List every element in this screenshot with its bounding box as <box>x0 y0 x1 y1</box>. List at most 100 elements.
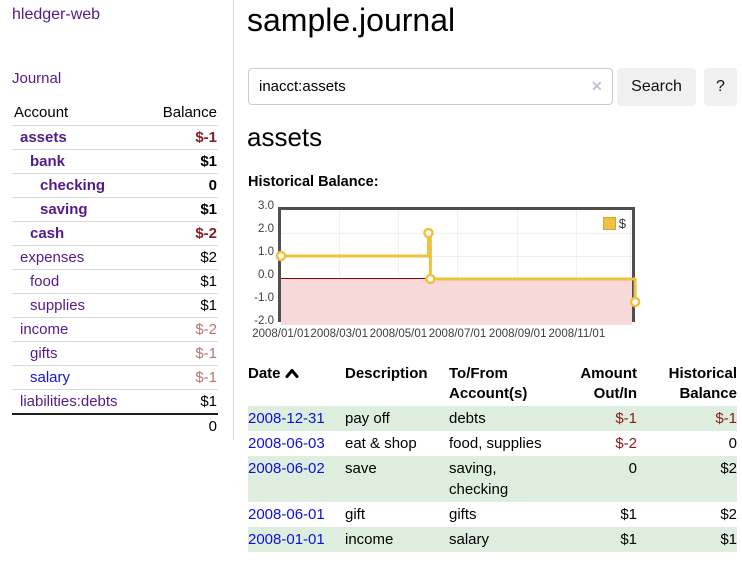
chart-data-point <box>423 227 434 239</box>
account-heading: assets <box>247 122 323 152</box>
account-balance: 0 <box>145 173 218 198</box>
account-row: bank $1 <box>12 149 218 174</box>
chart-heading: Historical Balance: <box>248 174 379 190</box>
account-link-salary[interactable]: salary <box>30 369 71 386</box>
chart-data-point <box>275 250 287 262</box>
transaction-description: save <box>345 456 449 502</box>
chart-line-svg <box>275 227 641 308</box>
description-column-header: Description <box>345 365 428 382</box>
transaction-amount: $1 <box>579 527 651 552</box>
account-link-bank[interactable]: bank <box>30 153 66 170</box>
transaction-balance: $-1 <box>651 406 737 431</box>
transaction-amount: $-1 <box>579 406 651 431</box>
account-row: salary $-1 <box>12 365 218 390</box>
account-row: expenses $2 <box>12 245 218 270</box>
transaction-accounts: salary <box>449 527 579 552</box>
x-axis-tick-label: 2008/01/01 <box>252 328 310 340</box>
x-axis-tick-label: 2008/11/01 <box>548 328 606 340</box>
amount-column-header: Amount Out/In <box>580 365 637 402</box>
transaction-amount: $1 <box>620 506 637 523</box>
account-link-saving[interactable]: saving <box>40 201 88 218</box>
transaction-description: eat & shop <box>345 435 417 452</box>
account-link-food[interactable]: food <box>30 273 60 290</box>
register-row: 2008-06-03 eat & shop food, supplies $-2… <box>248 431 737 456</box>
account-column-header: Account <box>12 101 146 126</box>
chart-negative-zone <box>281 279 632 325</box>
account-row: income $-2 <box>12 317 218 342</box>
y-axis-tick-label: 1.0 <box>258 246 274 258</box>
account-balance: $-2 <box>145 317 218 342</box>
register-row: 2008-01-01 income salary $1 $1 <box>248 527 737 552</box>
clear-search-icon[interactable]: ✕ <box>591 78 603 94</box>
account-row: checking 0 <box>12 173 218 198</box>
transaction-date-link[interactable]: 2008-01-01 <box>248 531 325 548</box>
transaction-balance: $2 <box>720 506 737 523</box>
page-title: sample.journal <box>247 2 456 38</box>
transaction-balance: $2 <box>651 456 737 502</box>
account-balance: $-1 <box>145 365 218 390</box>
y-axis-tick-label: 2.0 <box>258 223 274 235</box>
accounts-total-value: 0 <box>145 413 218 438</box>
transaction-balance: 0 <box>728 435 737 452</box>
account-link-income[interactable]: income <box>20 321 69 338</box>
account-link-assets[interactable]: assets <box>20 129 67 146</box>
account-row: liabilities:debts $1 <box>12 390 218 415</box>
account-balance: $-1 <box>145 125 218 150</box>
account-link-supplies[interactable]: supplies <box>30 297 86 314</box>
register-table: Date Description To/From Account(s) Amou… <box>248 362 737 552</box>
chart-data-point <box>425 273 436 285</box>
transaction-amount: 0 <box>579 456 651 502</box>
balance-column-header: Balance <box>145 101 218 126</box>
chart-data-point <box>629 296 641 308</box>
y-axis-tick-label: -2.0 <box>254 315 274 327</box>
transaction-date-link[interactable]: 2008-12-31 <box>248 410 325 427</box>
account-balance: $1 <box>145 149 218 174</box>
search-input[interactable] <box>248 68 613 105</box>
transaction-accounts: gifts <box>449 506 477 523</box>
account-row: food $1 <box>12 269 218 294</box>
help-button[interactable]: ? <box>704 68 737 106</box>
register-header-row: Date Description To/From Account(s) Amou… <box>248 362 737 406</box>
balance-column-header: Historical Balance <box>668 365 737 402</box>
accounts-table: Account Balance assets $-1 bank $1 checkin… <box>12 101 218 438</box>
x-axis-tick-label: 2008/03/01 <box>310 328 368 340</box>
chart: $ 2008/01/01 2008/03/01 2008/05/01 2008/07/… <box>248 195 718 345</box>
y-axis-tick-label: 0.0 <box>258 269 274 281</box>
y-axis-tick-label: 3.0 <box>258 200 274 212</box>
transaction-amount: $-2 <box>615 435 637 452</box>
account-row: supplies $1 <box>12 293 218 318</box>
search-button[interactable]: Search <box>617 68 696 106</box>
legend-label: $ <box>618 216 626 231</box>
account-link-expenses[interactable]: expenses <box>20 249 85 266</box>
transaction-accounts: saving, checking <box>449 456 579 502</box>
account-link-liabilities-debts[interactable]: liabilities:debts <box>20 393 118 410</box>
transaction-balance: $1 <box>651 527 737 552</box>
register-row: 2008-12-31 pay off debts $-1 $-1 <box>248 406 737 431</box>
transaction-description: gift <box>345 506 366 523</box>
account-balance: $1 <box>145 293 218 318</box>
transaction-date-link[interactable]: 2008-06-02 <box>248 460 325 477</box>
transaction-date-link[interactable]: 2008-06-03 <box>248 435 325 452</box>
transaction-description: pay off <box>345 406 449 431</box>
transaction-date-link[interactable]: 2008-06-01 <box>248 506 325 523</box>
app-title-link[interactable]: hledger-web <box>12 6 101 23</box>
x-axis-tick-label: 2008/07/01 <box>428 328 487 340</box>
chart-plot: $ <box>275 207 641 325</box>
account-link-gifts[interactable]: gifts <box>30 345 58 362</box>
register-row: 2008-06-02 save saving, checking 0 $2 <box>248 456 737 502</box>
date-column-header[interactable]: Date <box>248 362 345 406</box>
account-row: gifts $-1 <box>12 341 218 366</box>
account-link-checking[interactable]: checking <box>40 177 106 194</box>
sort-ascending-icon <box>285 365 299 385</box>
sidebar-item-journal[interactable]: Journal <box>12 70 62 87</box>
chart-legend: $ <box>602 216 626 231</box>
account-link-cash[interactable]: cash <box>30 225 65 242</box>
sidebar-divider <box>233 0 234 440</box>
register-row: 2008-06-01 gift gifts $1 $2 <box>248 502 737 527</box>
account-balance: $-2 <box>145 221 218 246</box>
transaction-description: income <box>345 527 449 552</box>
x-axis-tick-label: 2008/05/01 <box>369 328 428 340</box>
y-axis-tick-label: -1.0 <box>254 292 274 304</box>
legend-swatch-icon <box>602 217 616 230</box>
account-balance: $2 <box>145 245 218 270</box>
